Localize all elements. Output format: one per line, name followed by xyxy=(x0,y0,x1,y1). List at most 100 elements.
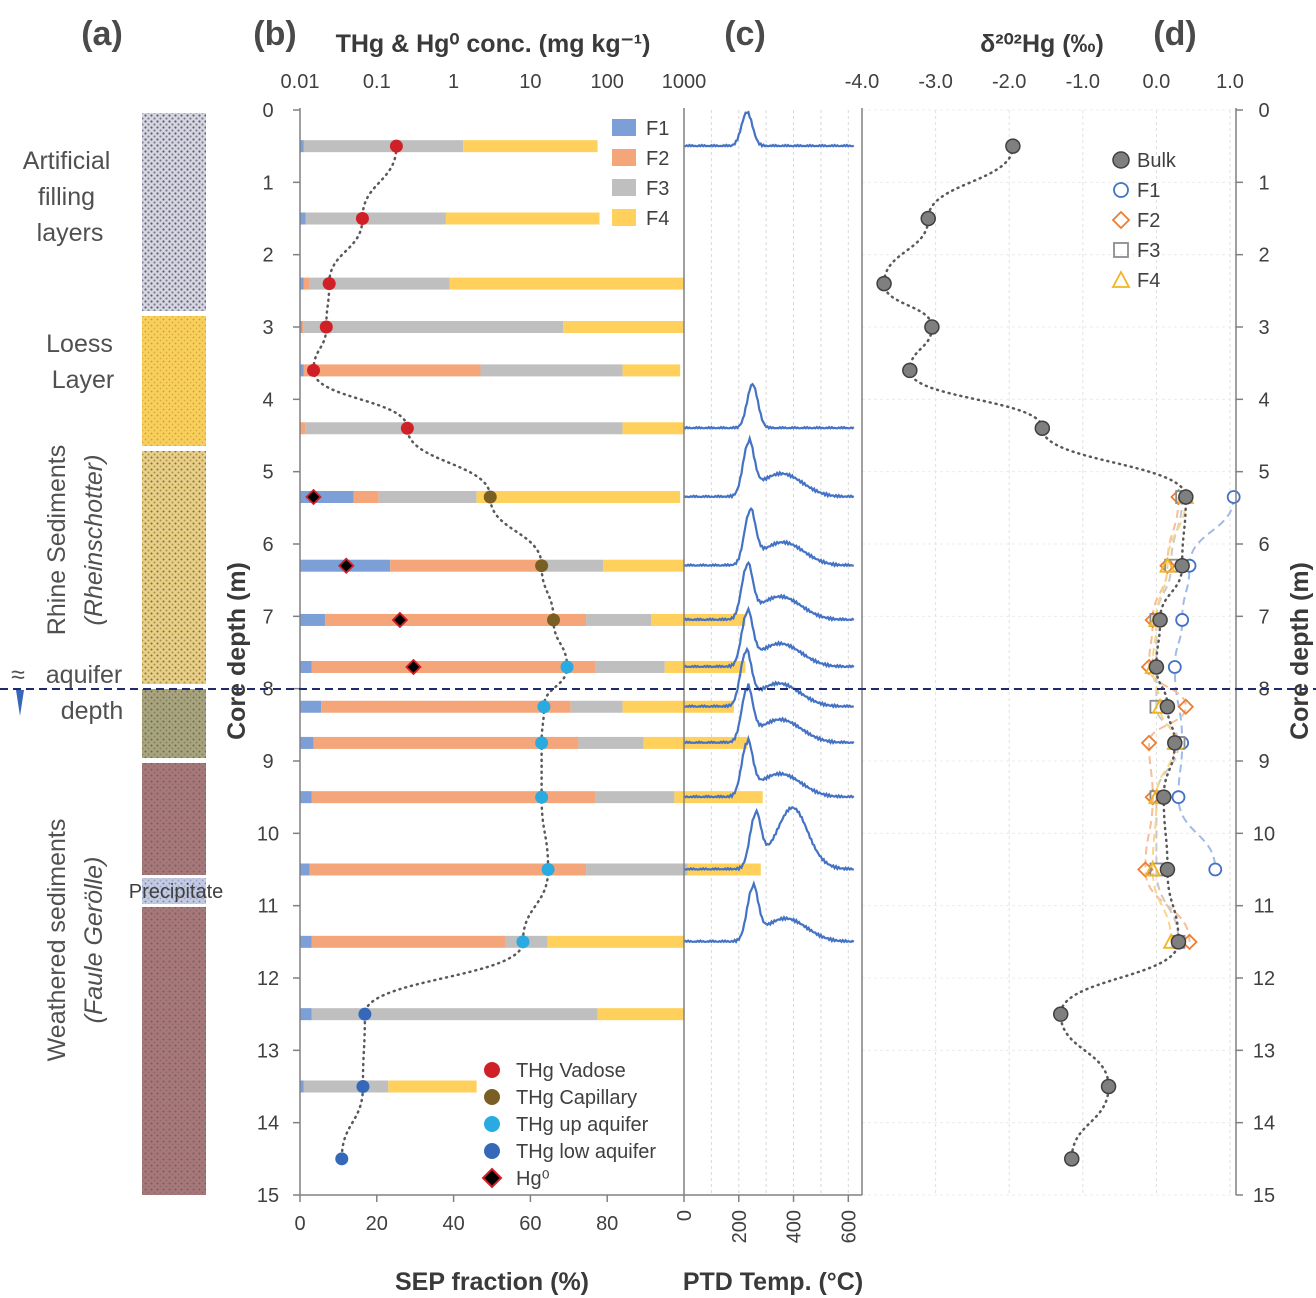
bar-segment-F4 xyxy=(445,212,600,225)
top-tick-label-b: 0.1 xyxy=(363,71,391,93)
bar-segment-F4 xyxy=(449,277,684,290)
bar-segment-F2 xyxy=(303,364,481,377)
ptd-curve xyxy=(683,382,855,430)
iso-bulk-point xyxy=(924,319,940,335)
bar-segment-F2 xyxy=(311,791,596,804)
bar-segment-F2 xyxy=(311,660,596,673)
bar-segment-F2 xyxy=(313,736,579,749)
bar-segment-F2 xyxy=(309,863,587,876)
bar-segment-F1 xyxy=(300,791,312,804)
hg0-point xyxy=(405,658,422,676)
thg-trend-line xyxy=(312,144,569,1161)
iso-F1-point xyxy=(1167,660,1182,674)
ptd-curve xyxy=(684,646,854,709)
y-axis-title-d: Core depth (m) xyxy=(1286,562,1314,740)
bar-segment-F3 xyxy=(595,660,665,673)
aquifer-label: aquifer xyxy=(46,661,122,689)
thg-vadose-point xyxy=(307,363,321,377)
panel-b-bars xyxy=(300,140,763,1093)
iso-F4-point xyxy=(1144,860,1162,877)
thg-vadose-point xyxy=(319,320,333,334)
iso-F2-point xyxy=(1177,698,1195,716)
y-tick-label-d: 7 xyxy=(1258,606,1269,628)
bar-segment-F1 xyxy=(300,140,304,153)
bar-segment-F2 xyxy=(300,422,306,435)
panel-b-trendline xyxy=(312,144,569,1161)
strat-weathered-upper-block xyxy=(142,763,206,875)
iso-F2-point xyxy=(1140,734,1158,752)
iso-F1-point xyxy=(1208,862,1223,877)
legend-swatch-F4 xyxy=(612,209,636,226)
thg-up-aquifer-point xyxy=(537,700,551,714)
y-tick-label-d: 14 xyxy=(1253,1113,1275,1135)
y-tick-label-b: 11 xyxy=(258,896,279,918)
thg-capillary-point xyxy=(535,559,549,573)
bar-segment-F1 xyxy=(300,321,302,333)
bar-segment-F1 xyxy=(300,1008,312,1021)
iso-F1-line xyxy=(1173,496,1235,870)
bar-segment-F1 xyxy=(300,660,312,673)
thg-vadose-point xyxy=(389,139,403,153)
y-tick-label-b: 10 xyxy=(257,823,279,845)
strat-loess-line2: Layer xyxy=(52,366,115,394)
iso-bulk-point xyxy=(1052,1006,1069,1022)
bar-segment-F3 xyxy=(595,791,675,804)
legend-marker-iso-F4 xyxy=(1111,270,1131,288)
bar-segment-F4 xyxy=(547,935,684,948)
top-tick-label-b: 10 xyxy=(519,71,541,93)
bar-segment-F1 xyxy=(300,212,306,225)
bar-segment-F3 xyxy=(303,140,464,153)
panel-d-isotopes xyxy=(876,138,1241,1167)
iso-bulk-point xyxy=(1148,659,1165,675)
strat-precipitate-block xyxy=(142,878,206,904)
bar-segment-F3 xyxy=(303,1080,389,1093)
iso-bulk-point xyxy=(1064,1151,1080,1167)
iso-bulk-point xyxy=(876,275,892,292)
legend-fractions: F1 F2 F3 F4 xyxy=(612,118,669,230)
bar-segment-F1 xyxy=(300,700,322,713)
thg-vadose-point xyxy=(400,421,414,435)
strat-rhine-italic-label: (Rheinschotter) xyxy=(80,455,108,626)
bar-segment-F4 xyxy=(563,321,684,333)
iso-bulk-point xyxy=(1100,1078,1117,1095)
legend-label-iso-F3: F3 xyxy=(1137,240,1160,262)
iso-bulk-point xyxy=(902,362,918,379)
strat-rhine-block xyxy=(142,451,206,684)
legend-marker-bulk xyxy=(1112,151,1130,169)
y-tick-label-b: 6 xyxy=(262,534,273,556)
strat-artificial-line1: Artificial xyxy=(23,147,111,175)
bar-segment-F2 xyxy=(324,613,587,626)
y-tick-label-b: 12 xyxy=(257,968,279,990)
ptd-curve xyxy=(683,560,855,622)
y-tick-label-b: 15 xyxy=(257,1185,279,1207)
panel-c-curves xyxy=(683,110,855,944)
axes-frames xyxy=(299,108,1237,1196)
legend-label-F2: F2 xyxy=(646,148,669,170)
iso-F1-point xyxy=(1175,613,1190,627)
panel-label-b: (b) xyxy=(253,15,296,53)
legend-label-iso-F2: F2 xyxy=(1137,210,1160,232)
top-tick-label-d: -1.0 xyxy=(1066,71,1100,93)
iso-bulk-point xyxy=(1178,489,1194,505)
legend-label-low-aquifer: THg low aquifer xyxy=(516,1141,656,1163)
x-axis-title-b: SEP fraction (%) xyxy=(395,1268,589,1296)
thg-up-aquifer-point xyxy=(535,736,549,750)
bar-segment-F3 xyxy=(309,277,450,290)
legend-label-iso-F4: F4 xyxy=(1137,270,1160,292)
bar-segment-F3 xyxy=(305,422,623,435)
legend-label-F3: F3 xyxy=(646,178,669,200)
legend-marker-hg0 xyxy=(481,1167,503,1189)
bar-segment-F3 xyxy=(480,364,623,377)
strat-precipitate-label: Precipitate xyxy=(129,881,224,903)
top-tick-label-d: -4.0 xyxy=(845,71,879,93)
strat-loess-block xyxy=(142,316,206,446)
ptd-curve xyxy=(683,805,854,872)
thg-up-aquifer-point xyxy=(560,660,574,674)
thg-vadose-point xyxy=(322,277,336,291)
bar-segment-F3 xyxy=(543,559,604,572)
y-tick-label-b: 9 xyxy=(262,751,273,773)
iso-bulk-line xyxy=(882,144,1188,1161)
y-tick-label-b: 2 xyxy=(262,245,273,267)
water-table-icon xyxy=(16,690,24,716)
legend-label-F1: F1 xyxy=(646,118,669,140)
